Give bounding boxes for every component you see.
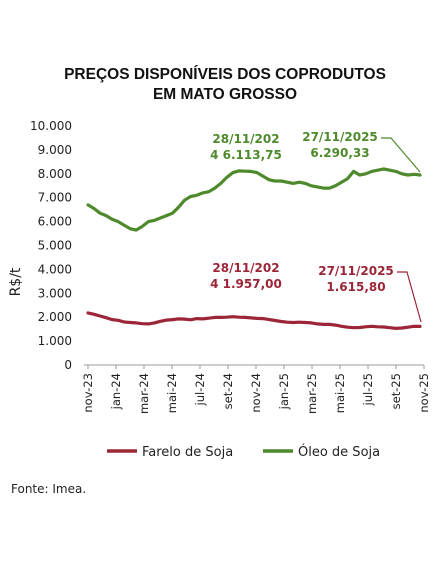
annotation-oleo-2024-value: 4 6.113,75 xyxy=(210,148,282,162)
x-tick-label: jul-25 xyxy=(361,373,375,406)
annotation-farelo-2025-date: 27/11/2025 xyxy=(318,264,394,278)
source-note: Fonte: Imea. xyxy=(11,482,87,496)
legend-label-oleo: Óleo de Soja xyxy=(298,444,380,460)
y-tick-label: 1.000 xyxy=(38,334,72,348)
x-tick-label: mai-24 xyxy=(165,373,179,413)
annotation-farelo-2024-date: 28/11/202 xyxy=(212,261,279,275)
y-tick-label: 5.000 xyxy=(38,239,72,253)
annotation-oleo-2025-date: 27/11/2025 xyxy=(302,130,378,144)
x-tick-label: mar-25 xyxy=(305,373,319,414)
series-line-farelo xyxy=(86,311,422,330)
series-line-oleo xyxy=(86,167,422,232)
annotation-oleo-2025-value: 6.290,33 xyxy=(310,146,369,160)
legend: Farelo de Soja Óleo de Soja xyxy=(107,444,380,460)
y-tick-label: 9.000 xyxy=(38,143,72,157)
y-tick-label: 0 xyxy=(64,358,72,372)
legend-label-farelo: Farelo de Soja xyxy=(142,445,233,460)
x-tick-label: jul-24 xyxy=(193,373,207,406)
annotation-oleo-2025: 27/11/2025 6.290,33 xyxy=(302,130,421,173)
annotation-farelo-2025-value: 1.615,80 xyxy=(326,280,385,294)
annotation-farelo-2024-value: 4 1.957,00 xyxy=(210,277,282,291)
x-tick-label: jan-25 xyxy=(277,373,291,410)
chart-title-line-1: PREÇOS DISPONÍVEIS DOS COPRODUTOS xyxy=(64,66,386,83)
x-tick-label: mai-25 xyxy=(333,373,347,413)
x-tick-label: nov-25 xyxy=(417,373,431,413)
x-tick-label: set-25 xyxy=(389,373,403,409)
annotation-oleo-2024-date: 28/11/202 xyxy=(212,132,279,146)
y-tick-label: 2.000 xyxy=(38,310,72,324)
y-axis-ticks: 0 1.000 2.000 3.000 4.000 5.000 6.000 7.000 8.00… xyxy=(30,119,72,372)
x-tick-label: nov-24 xyxy=(249,373,263,413)
x-axis-ticks: nov-23 jan-24 mar-24 mai-24 jul-24 set-24 nov-… xyxy=(81,365,431,414)
y-tick-label: 3.000 xyxy=(38,286,72,300)
y-tick-label: 7.000 xyxy=(38,191,72,205)
x-tick-label: set-24 xyxy=(221,373,235,409)
x-tick-label: jan-24 xyxy=(109,373,123,410)
x-tick-label: mar-24 xyxy=(137,373,151,414)
annotation-oleo-2024: 28/11/202 4 6.113,75 xyxy=(210,132,282,162)
y-tick-label: 6.000 xyxy=(38,215,72,229)
y-tick-label: 10.000 xyxy=(30,119,72,133)
annotation-farelo-2025-leader xyxy=(397,271,422,323)
y-tick-label: 4.000 xyxy=(38,262,72,276)
annotation-oleo-2025-leader xyxy=(381,137,421,173)
annotation-farelo-2025: 27/11/2025 1.615,80 xyxy=(318,264,422,323)
annotation-farelo-2024: 28/11/202 4 1.957,00 xyxy=(210,261,282,291)
y-axis-label: R$/t xyxy=(8,267,24,296)
chart-title-line-2: EM MATO GROSSO xyxy=(153,86,297,103)
y-tick-label: 8.000 xyxy=(38,167,72,181)
x-tick-label: nov-23 xyxy=(81,373,95,413)
